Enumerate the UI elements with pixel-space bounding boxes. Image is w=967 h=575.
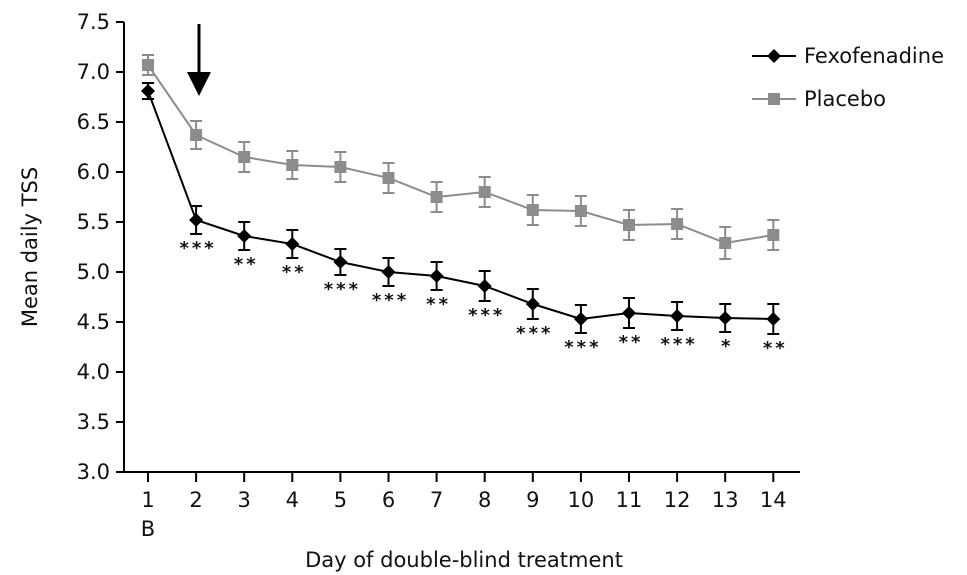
- x-tick-label: 1: [141, 488, 154, 512]
- data-point: [574, 205, 587, 217]
- legend-item-fexofenadine: Fexofenadine: [752, 44, 944, 68]
- significance-marker: **: [619, 332, 644, 353]
- series-line-placebo: [147, 64, 774, 245]
- data-point: [190, 129, 203, 141]
- series-fexofenadine: [141, 82, 781, 335]
- significance-marker: **: [426, 294, 451, 315]
- significance-marker: ***: [564, 337, 601, 358]
- data-point: [718, 311, 733, 325]
- y-tick-label: 3.0: [77, 460, 110, 484]
- significance-marker: ***: [468, 305, 505, 326]
- data-point: [430, 191, 443, 203]
- series-layer: [141, 54, 781, 335]
- significance-marker: *: [721, 336, 733, 357]
- series-line-fexofenadine: [147, 90, 774, 321]
- data-point: [526, 204, 539, 216]
- y-tick-label: 4.0: [77, 360, 110, 384]
- significance-marker: ***: [372, 290, 409, 311]
- x-tick-label: 14: [760, 488, 787, 512]
- axes: [123, 22, 800, 473]
- significance-marker: ***: [660, 334, 697, 355]
- x-tick-label: 2: [189, 488, 202, 512]
- square-marker-icon: [768, 93, 780, 105]
- data-point: [477, 279, 492, 293]
- baseline-label: B: [141, 517, 155, 541]
- data-point: [237, 229, 252, 243]
- legend-item-placebo: Placebo: [752, 87, 886, 111]
- y-tick-label: 5.5: [77, 210, 110, 234]
- data-point: [670, 309, 685, 323]
- x-tick-label: 9: [526, 488, 539, 512]
- y-tick-label: 6.5: [77, 110, 110, 134]
- data-point: [525, 297, 540, 311]
- significance-marker: ***: [179, 238, 216, 259]
- significance-marker: ***: [516, 323, 553, 344]
- y-ticks: 3.0 3.5 4.0 4.5 5.0 5.5 6.0 6.5 7.0 7.5: [77, 10, 124, 484]
- significance-layer: ***** ******** *********** ** *** * **: [179, 238, 788, 359]
- significance-marker: **: [234, 254, 259, 275]
- x-tick-label: 13: [712, 488, 739, 512]
- series-placebo: [142, 54, 780, 260]
- y-tick-label: 7.0: [77, 60, 110, 84]
- x-ticks: 1 2 3 4 5 6 7 8 9 10 11 12 13 14: [141, 472, 787, 512]
- data-point: [334, 161, 347, 173]
- x-tick-label: 11: [616, 488, 643, 512]
- x-tick-label: 12: [664, 488, 691, 512]
- x-tick-label: 10: [568, 488, 595, 512]
- x-tick-label: 7: [430, 488, 443, 512]
- legend: Fexofenadine Placebo: [752, 44, 944, 111]
- data-point: [141, 84, 155, 98]
- data-point: [719, 237, 732, 249]
- x-tick-label: 3: [238, 488, 251, 512]
- data-point: [766, 312, 781, 326]
- data-point: [382, 172, 395, 184]
- data-point: [142, 59, 154, 71]
- legend-label-placebo: Placebo: [804, 87, 886, 111]
- data-point: [622, 306, 636, 320]
- legend-label-fexofenadine: Fexofenadine: [804, 44, 944, 68]
- y-tick-label: 7.5: [77, 10, 110, 34]
- significance-marker: **: [763, 338, 788, 359]
- data-point: [623, 219, 635, 231]
- data-point: [238, 151, 251, 163]
- y-tick-label: 4.5: [77, 310, 110, 334]
- data-point: [573, 312, 588, 326]
- data-point: [285, 237, 300, 251]
- y-axis-title: Mean daily TSS: [18, 167, 42, 327]
- data-point: [189, 213, 204, 227]
- y-tick-label: 3.5: [77, 410, 110, 434]
- significance-marker: **: [282, 262, 307, 283]
- x-axis-title: Day of double-blind treatment: [305, 548, 623, 572]
- data-point: [767, 229, 780, 241]
- significance-marker: ***: [324, 279, 361, 300]
- x-tick-label: 4: [286, 488, 299, 512]
- data-point: [333, 255, 348, 269]
- down-arrow-icon: [187, 24, 211, 96]
- y-tick-label: 5.0: [77, 260, 110, 284]
- diamond-marker-icon: [767, 49, 781, 63]
- data-point: [671, 218, 684, 230]
- data-point: [478, 186, 491, 198]
- data-point: [286, 159, 299, 171]
- data-point: [381, 265, 396, 279]
- data-point: [429, 269, 444, 283]
- y-tick-label: 6.0: [77, 160, 110, 184]
- x-tick-label: 6: [382, 488, 395, 512]
- x-tick-label: 8: [478, 488, 491, 512]
- x-tick-label: 5: [334, 488, 347, 512]
